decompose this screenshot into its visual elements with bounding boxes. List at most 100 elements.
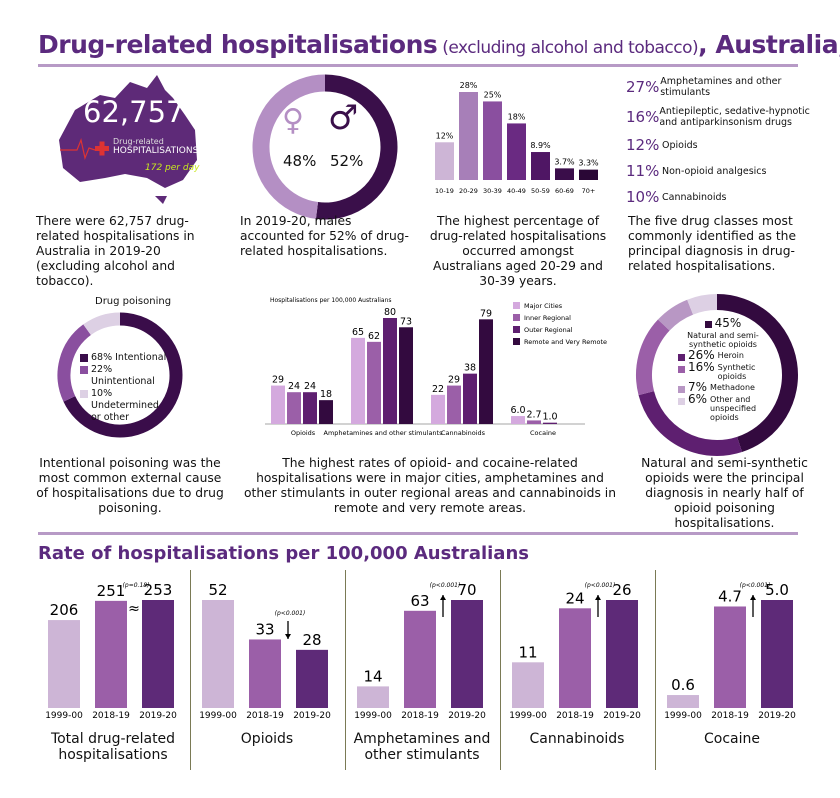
poisoning-legend-item: 68% Intentional bbox=[80, 352, 170, 364]
year-label: 2019-20 bbox=[139, 711, 177, 721]
legend-label: Inner Regional bbox=[524, 314, 571, 322]
poisoning-donut bbox=[57, 312, 183, 438]
year-label: 2018-19 bbox=[246, 711, 284, 721]
remoteness-bar-label: 38 bbox=[464, 363, 476, 374]
age-bar-label: 25% bbox=[484, 90, 502, 99]
age-tick-label: 70+ bbox=[582, 187, 596, 195]
category-label: Amphetamines and other stimulants bbox=[324, 429, 444, 437]
approx-icon: ≈ bbox=[128, 601, 140, 617]
rates-bar-label: 11 bbox=[518, 643, 537, 661]
rates-chart: 52 1999-00 33 2018-19 28 2019-20 (p<0.001) bbox=[199, 581, 331, 721]
p-value: (p<0.001) bbox=[740, 582, 771, 589]
opioid-slice bbox=[716, 294, 798, 453]
age-chart: 12% 10-19 28% 20-29 25% 30-39 18% 40-49 8.9% 50-5… bbox=[435, 81, 599, 195]
year-label: 2019-20 bbox=[758, 711, 796, 721]
remoteness-bar bbox=[511, 416, 525, 424]
year-label: 1999-00 bbox=[354, 711, 392, 721]
legend-label: Methadone bbox=[710, 383, 755, 392]
legend-label: Remote and Very Remote bbox=[524, 338, 607, 346]
legend-label: Other and unspecified opioids bbox=[710, 395, 757, 422]
drug-class-item: 10% Cannabinoids bbox=[626, 188, 826, 206]
remoteness-bar bbox=[367, 341, 381, 424]
drug-class-caption: The five drug classes most commonly iden… bbox=[628, 214, 797, 273]
p-value: (p<0.001) bbox=[430, 582, 461, 589]
remoteness-bar bbox=[287, 392, 301, 424]
rates-bar-label: 0.6 bbox=[671, 676, 695, 694]
rates-bar bbox=[48, 620, 80, 708]
drug-class-list: 27% Amphetamines and other stimulants 16% A… bbox=[626, 76, 826, 214]
panel-divider bbox=[345, 570, 346, 770]
age-bar-label: 3.3% bbox=[578, 159, 599, 168]
poisoning-legend: 68% Intentional 22% Unintentional 10% Unde… bbox=[80, 352, 170, 424]
opioid-legend-item: 26% Heroin bbox=[678, 349, 768, 361]
legend-swatch bbox=[80, 354, 88, 362]
legend-swatch bbox=[513, 314, 520, 321]
poisoning-caption: Intentional poisoning was the most commo… bbox=[36, 456, 224, 515]
map-caption: There were 62,757 drug-related hospitali… bbox=[36, 214, 195, 288]
legend-label: Natural and semi-synthetic opioids bbox=[687, 331, 759, 349]
opioid-slice bbox=[657, 299, 694, 331]
rates-bar bbox=[451, 600, 483, 708]
remoteness-bar bbox=[431, 394, 445, 424]
rates-chart: 0.6 1999-00 4.7 2018-19 5.0 2019-20 (p<0.001) bbox=[664, 581, 796, 721]
remoteness-caption: The highest rates of opioid- and cocaine… bbox=[244, 456, 616, 515]
year-label: 2018-19 bbox=[92, 711, 130, 721]
year-label: 2018-19 bbox=[556, 711, 594, 721]
opioid-legend-item: 6% Other and unspecified opioids bbox=[678, 393, 768, 422]
p-value: (p<0.001) bbox=[585, 582, 616, 589]
rates-bar bbox=[357, 686, 389, 708]
drug-class-item: 11% Non-opioid analgesics bbox=[626, 162, 826, 180]
age-bar bbox=[579, 169, 598, 180]
rates-chart: 11 1999-00 24 2018-19 26 2019-20 (p<0.001) bbox=[509, 581, 641, 721]
legend-label: Outer Regional bbox=[524, 326, 573, 334]
remoteness-bar bbox=[399, 327, 413, 424]
opioid-caption: Natural and semi-synthetic opioids were … bbox=[641, 456, 808, 530]
legend-swatch bbox=[80, 366, 88, 374]
rates-bar bbox=[95, 600, 127, 708]
rates-bar-label: 206 bbox=[50, 601, 79, 619]
rates-bar-label: 5.0 bbox=[765, 581, 789, 599]
year-label: 1999-00 bbox=[509, 711, 547, 721]
legend-label: Heroin bbox=[717, 351, 744, 360]
remoteness-bar-label: 73 bbox=[400, 316, 412, 327]
opioid-slice bbox=[638, 390, 743, 456]
remoteness-bar bbox=[463, 373, 477, 424]
legend-pct: 45% bbox=[714, 315, 742, 330]
poisoning-slice bbox=[83, 312, 121, 336]
age-tick-label: 10-19 bbox=[435, 187, 454, 195]
drug-class-pct: 12% bbox=[626, 136, 660, 154]
male-icon: ♂ bbox=[328, 98, 359, 138]
year-label: 2018-19 bbox=[401, 711, 439, 721]
drug-class-pct: 10% bbox=[626, 188, 660, 206]
legend-label: 68% Intentional bbox=[91, 352, 167, 363]
legend-swatch bbox=[513, 302, 520, 309]
rates-bar-label: 33 bbox=[255, 620, 274, 638]
age-bar bbox=[459, 92, 478, 180]
remoteness-bar-label: 79 bbox=[480, 308, 492, 319]
panel-title: Cocaine bbox=[704, 731, 760, 747]
legend-swatch bbox=[513, 338, 520, 345]
rates-bar bbox=[714, 606, 746, 708]
rates-bar bbox=[142, 600, 174, 708]
poisoning-legend-item: 22% Unintentional bbox=[80, 364, 170, 388]
rates-bar bbox=[559, 608, 591, 708]
rates-bar bbox=[761, 600, 793, 708]
opioid-slice bbox=[636, 319, 670, 396]
age-tick-label: 30-39 bbox=[483, 187, 502, 195]
section-rule bbox=[38, 532, 798, 535]
poisoning-legend-item: 10% Undetermined or other bbox=[80, 388, 170, 424]
legend-swatch bbox=[678, 354, 685, 361]
legend-swatch bbox=[704, 321, 712, 328]
y-axis-label: Hospitalisations per 100,000 Australians bbox=[270, 297, 392, 304]
drug-class-label: Cannabinoids bbox=[662, 191, 727, 203]
rates-bar-label: 251 bbox=[97, 582, 126, 600]
rates-bar bbox=[512, 662, 544, 708]
legend-label: Synthetic opioids bbox=[717, 363, 756, 381]
opioid-slice bbox=[687, 294, 718, 315]
age-tick-label: 60-69 bbox=[555, 187, 574, 195]
remoteness-bar bbox=[447, 385, 461, 424]
rates-chart: 14 1999-00 63 2018-19 70 2019-20 (p<0.001) bbox=[354, 581, 486, 721]
drug-class-item: 27% Amphetamines and other stimulants bbox=[626, 76, 826, 98]
opioid-legend-item: 16% Synthetic opioids bbox=[678, 361, 768, 381]
remoteness-bar bbox=[527, 420, 541, 424]
